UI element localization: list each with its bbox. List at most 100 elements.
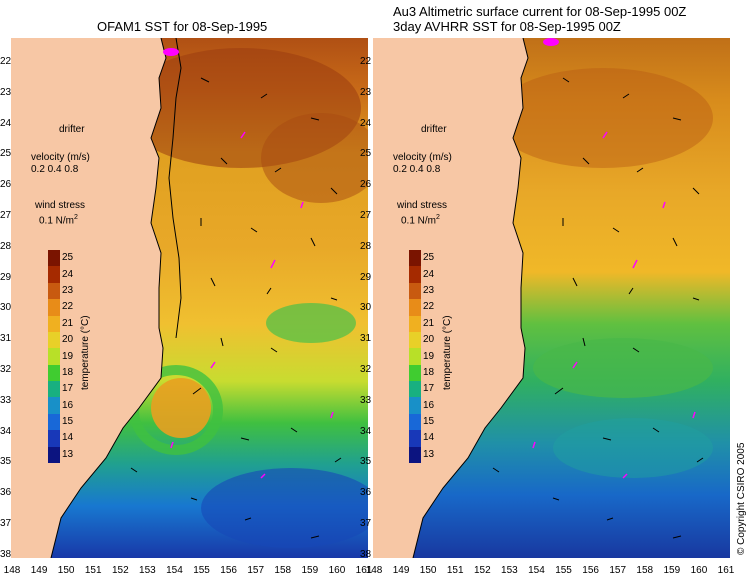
longitude-tick-label: 158: [636, 565, 654, 576]
colorbar-tick-label: 24: [423, 268, 435, 280]
right-sst-map: [373, 38, 730, 558]
colorbar-tick-label: 22: [423, 301, 435, 313]
colorbar-segment: [48, 397, 60, 415]
longitude-tick-label: 153: [501, 565, 518, 576]
velocity-values-left: 0.2 0.4 0.8: [31, 164, 79, 175]
longitude-tick-label: 160: [690, 565, 708, 576]
right-panel-title-line1: Au3 Altimetric surface current for 08-Se…: [393, 4, 687, 19]
colorbar-tick-label: 21: [62, 317, 74, 329]
colorbar-segment: [48, 282, 60, 300]
colorbar-tick-label: 20: [423, 334, 435, 346]
colorbar-tick-label: 19: [423, 350, 435, 362]
longitude-tick-label: 157: [609, 565, 627, 576]
wind-arrows: [170, 131, 334, 479]
longitude-tick-label: 155: [555, 565, 572, 576]
longitude-tick-label: 151: [446, 565, 464, 576]
colorbar-segment: [409, 282, 421, 300]
longitude-tick-label: 154: [166, 565, 183, 576]
latitude-tick-label: 31: [0, 333, 12, 345]
colorbar-tick-label: 17: [423, 383, 435, 395]
latitude-tick-label: 37: [0, 518, 12, 529]
longitude-tick-label: 156: [220, 565, 237, 576]
longitude-tick-label: 155: [193, 565, 210, 576]
colorbar-tick-label: 25: [62, 252, 74, 264]
longitude-tick-label: 159: [301, 565, 319, 576]
latitude-tick-label: 29: [360, 271, 372, 283]
colorbar-tick-label: 14: [423, 432, 435, 444]
colorbar-segment: [48, 299, 60, 317]
colorbar-segment: [48, 413, 60, 431]
latitude-tick-label: 35: [360, 456, 372, 468]
colorbar-segment: [409, 315, 421, 333]
colorbar-segment: [48, 250, 60, 267]
longitude-tick-label: 148: [365, 565, 383, 576]
longitude-tick-label: 150: [419, 565, 437, 576]
colorbar-tick-label: 22: [62, 301, 74, 313]
colorbar-tick-label: 16: [62, 399, 74, 411]
latitude-tick-label: 38: [0, 548, 12, 560]
drifter-marker: [163, 48, 179, 56]
colorbar-segment: [409, 266, 421, 284]
colorbar-segment: [409, 381, 421, 398]
longitude-tick-label: 159: [663, 565, 681, 576]
wind-value-left: 0.1 N/m2: [39, 214, 78, 227]
latitude-tick-label: 31: [360, 333, 372, 345]
temperature-axis-label-right: temperature (°C): [442, 315, 453, 390]
latitude-tick-label: 38: [360, 548, 372, 560]
colorbar-tick-label: 20: [62, 334, 74, 346]
colorbar-tick-label: 13: [423, 448, 435, 460]
colorbar-segment: [409, 348, 421, 366]
latitude-tick-label: 33: [360, 394, 372, 406]
colorbar-tick-label: 18: [423, 366, 435, 378]
colorbar-tick-label: 17: [62, 383, 74, 395]
longitude-tick-label: 153: [139, 565, 156, 576]
latitude-tick-label: 24: [0, 117, 12, 129]
left-panel-title: OFAM1 SST for 08-Sep-1995: [97, 19, 268, 34]
latitude-tick-label: 27: [360, 210, 372, 221]
latitude-tick-label: 36: [0, 487, 12, 499]
colorbar-segment: [48, 266, 60, 284]
longitude-tick-label: 150: [57, 565, 75, 576]
wind-value-right: 0.1 N/m2: [401, 214, 440, 227]
longitude-tick-label: 149: [392, 565, 410, 576]
longitude-tick-label: 156: [582, 565, 599, 576]
longitude-tick-label: 154: [528, 565, 545, 576]
latitude-tick-label: 32: [0, 364, 12, 375]
latitude-tick-label: 33: [0, 394, 12, 406]
latitude-tick-label: 29: [0, 271, 12, 283]
longitude-tick-label: 157: [247, 565, 265, 576]
latitude-tick-label: 30: [0, 302, 12, 314]
longitude-tick-label: 158: [274, 565, 292, 576]
longitude-tick-label: 160: [328, 565, 346, 576]
latitude-tick-label: 37: [360, 518, 372, 529]
colorbar-tick-label: 23: [423, 284, 435, 296]
colorbar-segment: [409, 413, 421, 431]
velocity-values-right: 0.2 0.4 0.8: [393, 164, 441, 175]
colorbar-tick-label: 21: [423, 317, 435, 329]
colorbar-tick-label: 18: [62, 366, 74, 378]
longitude-tick-label: 149: [30, 565, 48, 576]
latitude-tick-label: 34: [360, 425, 372, 437]
copyright: © Copyright CSIRO 2005: [736, 442, 747, 555]
right-panel-title-line2: 3day AVHRR SST for 08-Sep-1995 00Z: [393, 19, 621, 34]
latitude-tick-label: 35: [0, 456, 12, 468]
colorbar-segment: [48, 331, 60, 349]
drifter-label-left: drifter: [59, 124, 85, 135]
latitude-tick-label: 34: [0, 425, 12, 437]
colorbar-tick-label: 13: [62, 448, 74, 460]
colorbar-segment: [48, 446, 60, 464]
colorbar-segment: [409, 250, 421, 267]
latitude-tick-label: 23: [0, 86, 12, 98]
latitude-tick-label: 26: [360, 179, 372, 191]
colorbar-segment: [409, 331, 421, 349]
longitude-tick-label: 161: [717, 565, 735, 576]
latitude-tick-label: 28: [0, 240, 12, 252]
colorbar-segment: [409, 397, 421, 415]
colorbar-segment: [409, 299, 421, 317]
colorbar-tick-label: 14: [62, 432, 74, 444]
drifter-label-right: drifter: [421, 124, 447, 135]
colorbar-segment: [409, 430, 421, 448]
velocity-label-left: velocity (m/s): [31, 152, 90, 163]
latitude-tick-label: 28: [360, 240, 372, 252]
latitude-tick-label: 23: [360, 86, 372, 98]
